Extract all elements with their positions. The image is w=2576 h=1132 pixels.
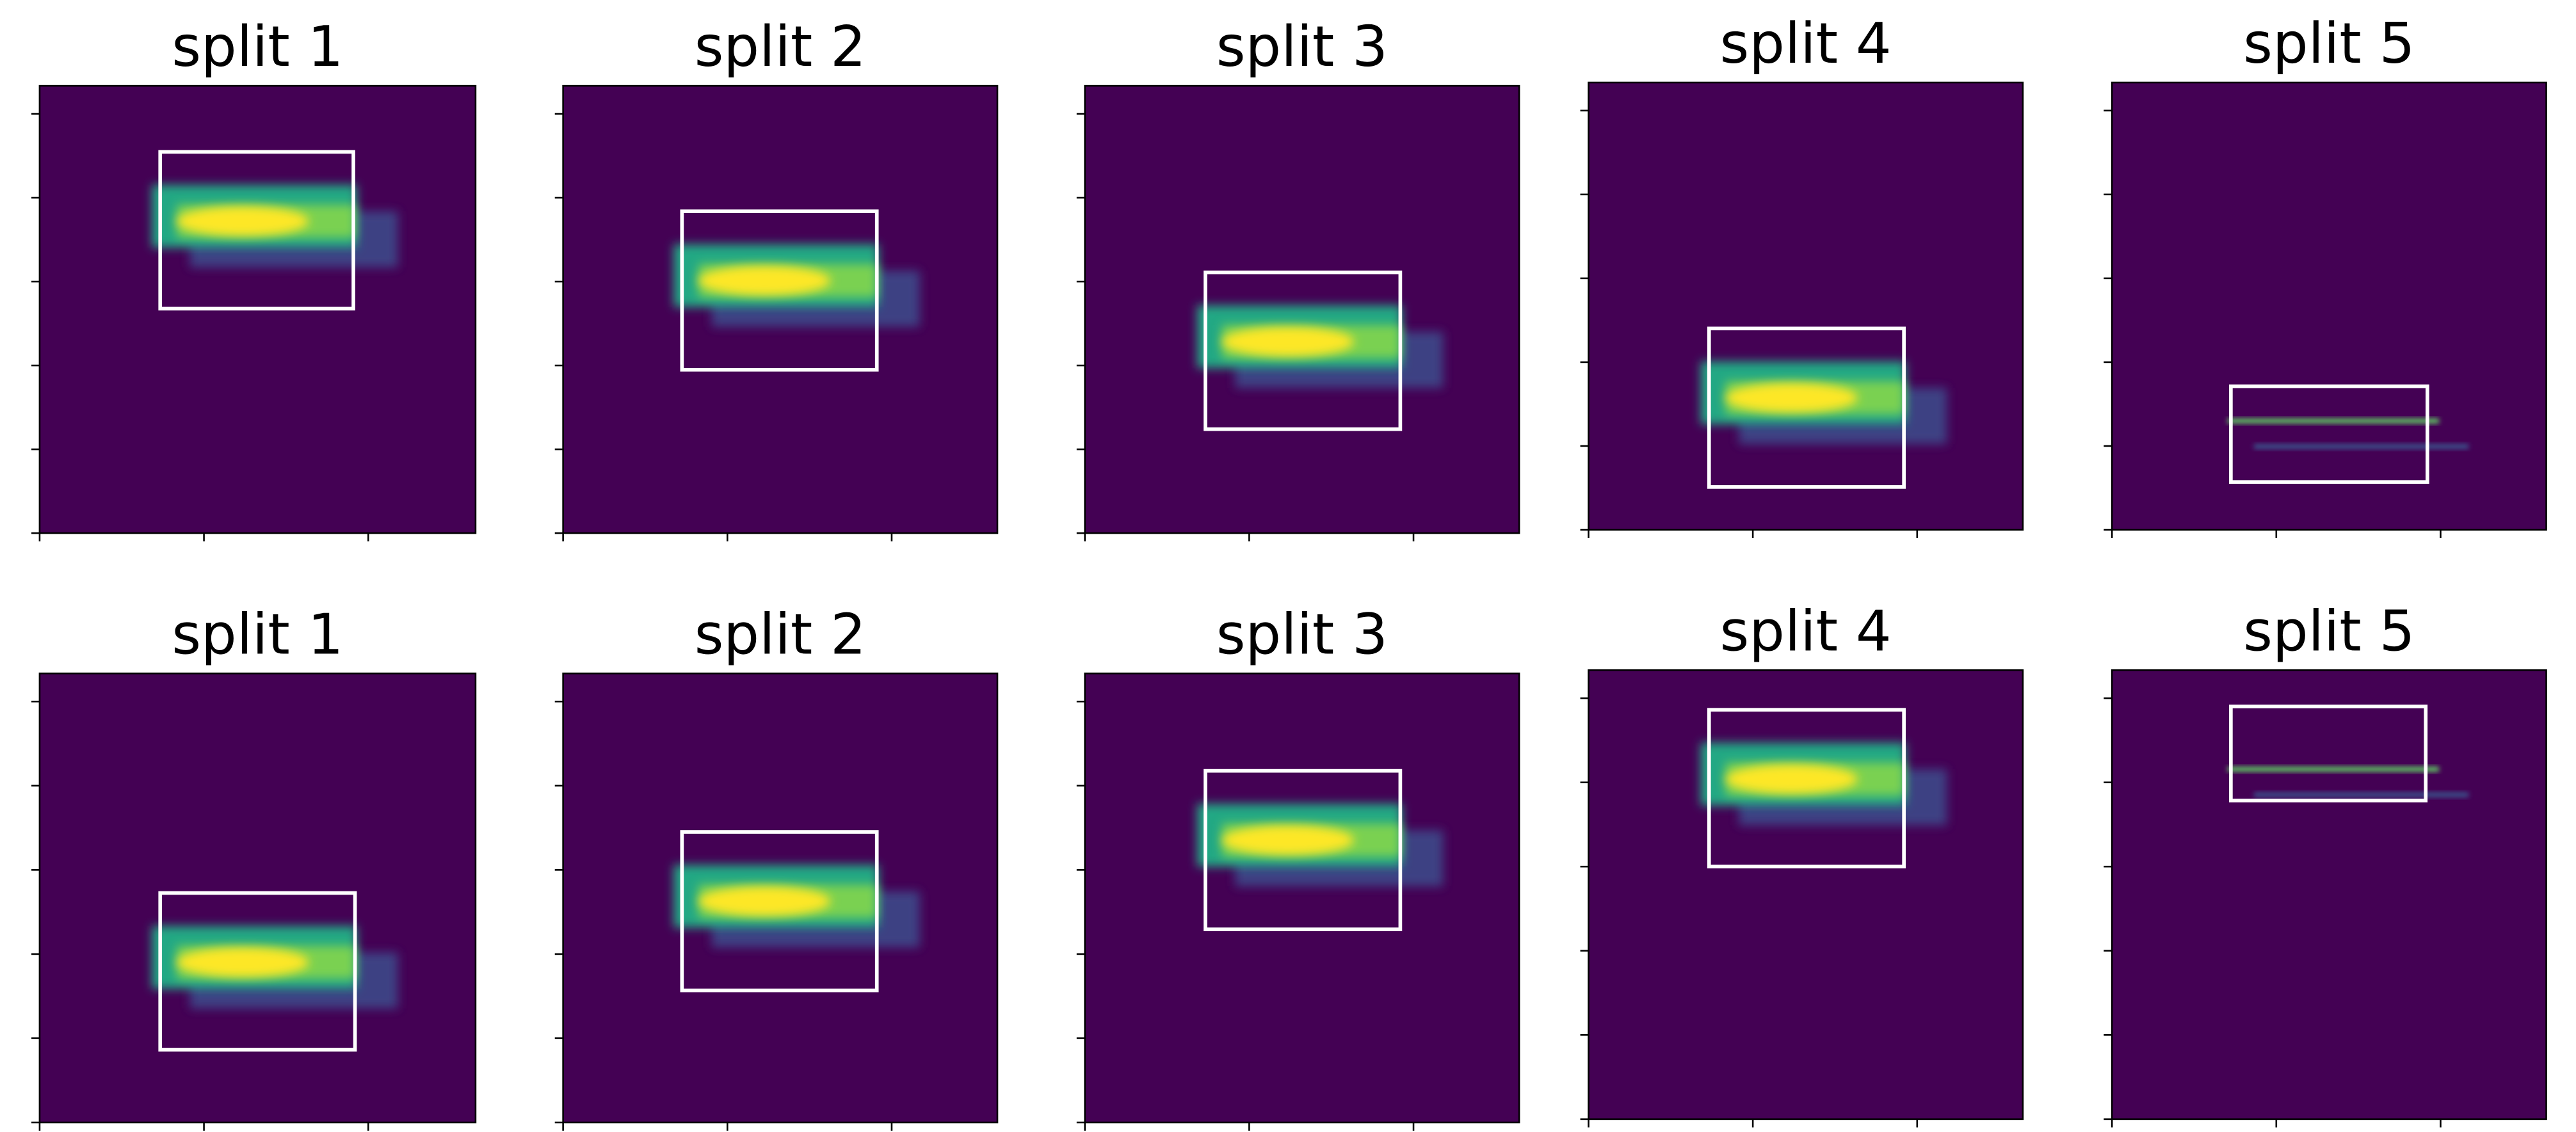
panel: split 2: [554, 14, 999, 542]
roi-box: [1203, 270, 1403, 431]
roi-box: [2229, 705, 2428, 802]
image-background: [39, 673, 476, 1123]
frame: [1084, 84, 1520, 534]
yellow-core: [177, 206, 309, 236]
panel-title: split 5: [2243, 598, 2415, 664]
frame: [1084, 673, 1520, 1124]
panel: split 1: [31, 602, 477, 1131]
image-background: [2112, 670, 2547, 1119]
roi-box: [1707, 708, 1906, 869]
roi-box: [158, 891, 357, 1052]
frame: [2111, 669, 2547, 1120]
roi-box: [680, 830, 879, 992]
panel: split 1: [31, 14, 477, 542]
yellow-core: [1221, 326, 1355, 357]
yellow-core: [1221, 825, 1355, 856]
frame: [562, 673, 999, 1124]
panel-title: split 2: [695, 14, 866, 79]
panel: split 4: [1580, 11, 2024, 538]
faint-line: [2253, 443, 2469, 449]
panel-title: split 5: [2243, 11, 2415, 76]
frame: [562, 84, 999, 534]
roi-box: [680, 209, 879, 372]
frame: [38, 673, 477, 1124]
roi-box: [2229, 384, 2429, 484]
yellow-core: [177, 947, 309, 978]
panel: split 4: [1580, 598, 2024, 1128]
panel: split 5: [2104, 598, 2547, 1128]
panel-title: split 1: [172, 602, 343, 667]
frame: [2111, 81, 2547, 531]
roi-box: [1707, 326, 1906, 489]
yellow-core: [698, 266, 831, 296]
image-background: [1084, 673, 1520, 1123]
image-background: [1588, 82, 2023, 530]
panel-title: split 3: [1216, 14, 1388, 79]
panel: split 5: [2104, 11, 2547, 538]
roi-box: [1203, 769, 1403, 932]
panel: split 3: [1076, 602, 1520, 1131]
frame: [1588, 669, 2024, 1120]
panel-title: split 4: [1720, 598, 1892, 664]
panel-title: split 1: [172, 14, 343, 79]
frame: [1588, 81, 2024, 531]
yellow-core: [1725, 764, 1858, 794]
signal-line: [2227, 767, 2439, 772]
yellow-core: [698, 886, 831, 916]
panel-title: split 4: [1720, 11, 1892, 76]
panel: split 3: [1076, 14, 1520, 542]
panel-title: split 2: [695, 602, 866, 667]
image-background: [2112, 82, 2547, 530]
faint-line: [2253, 792, 2469, 797]
yellow-core: [1725, 383, 1858, 413]
signal-line: [2227, 418, 2439, 424]
roi-box: [158, 150, 355, 311]
frame: [38, 84, 477, 534]
panel: split 2: [554, 602, 999, 1131]
panel-title: split 3: [1216, 602, 1388, 667]
image-background: [1588, 670, 2023, 1119]
